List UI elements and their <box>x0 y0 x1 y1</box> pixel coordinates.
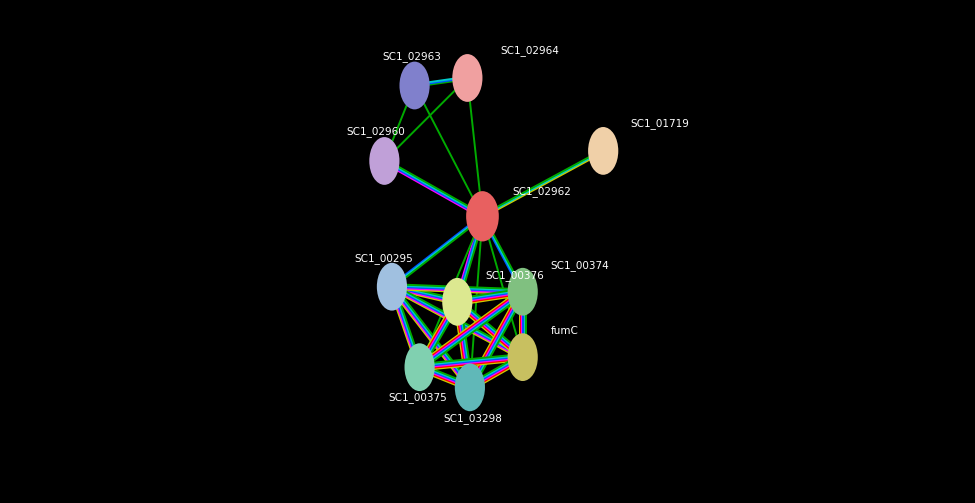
Ellipse shape <box>466 191 499 241</box>
Ellipse shape <box>370 137 400 185</box>
Text: SC1_00375: SC1_00375 <box>388 392 448 403</box>
Text: SC1_03298: SC1_03298 <box>443 413 502 424</box>
Text: SC1_02964: SC1_02964 <box>500 45 559 56</box>
Ellipse shape <box>443 278 473 326</box>
Ellipse shape <box>405 343 435 391</box>
Text: SC1_01719: SC1_01719 <box>631 118 689 129</box>
Text: fumC: fumC <box>550 326 578 336</box>
Ellipse shape <box>452 54 483 102</box>
Text: SC1_02962: SC1_02962 <box>513 186 571 197</box>
Ellipse shape <box>588 127 618 175</box>
Ellipse shape <box>377 263 407 311</box>
Ellipse shape <box>508 268 538 316</box>
Ellipse shape <box>454 363 485 411</box>
Text: SC1_02963: SC1_02963 <box>382 51 442 62</box>
Text: SC1_00374: SC1_00374 <box>550 260 609 271</box>
Text: SC1_00376: SC1_00376 <box>485 270 544 281</box>
Text: SC1_00295: SC1_00295 <box>354 254 413 265</box>
Ellipse shape <box>400 62 430 110</box>
Text: SC1_02960: SC1_02960 <box>347 126 406 137</box>
Ellipse shape <box>508 333 538 381</box>
